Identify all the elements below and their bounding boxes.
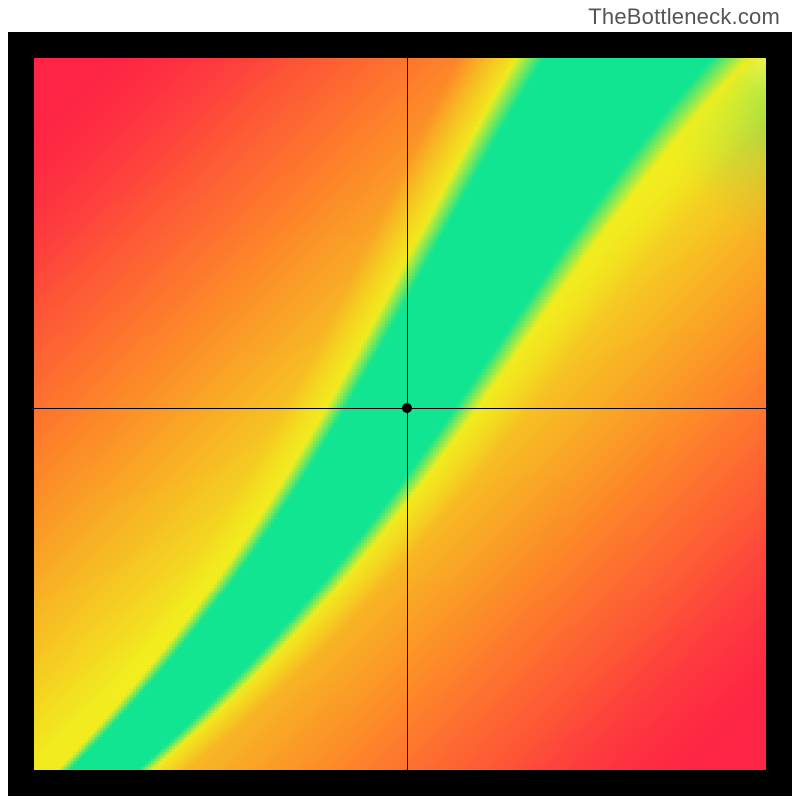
heatmap-container	[34, 58, 766, 770]
crosshair-vertical	[407, 58, 408, 770]
watermark-text: TheBottleneck.com	[588, 4, 780, 30]
crosshair-horizontal	[34, 408, 766, 409]
heatmap-canvas	[34, 58, 766, 770]
